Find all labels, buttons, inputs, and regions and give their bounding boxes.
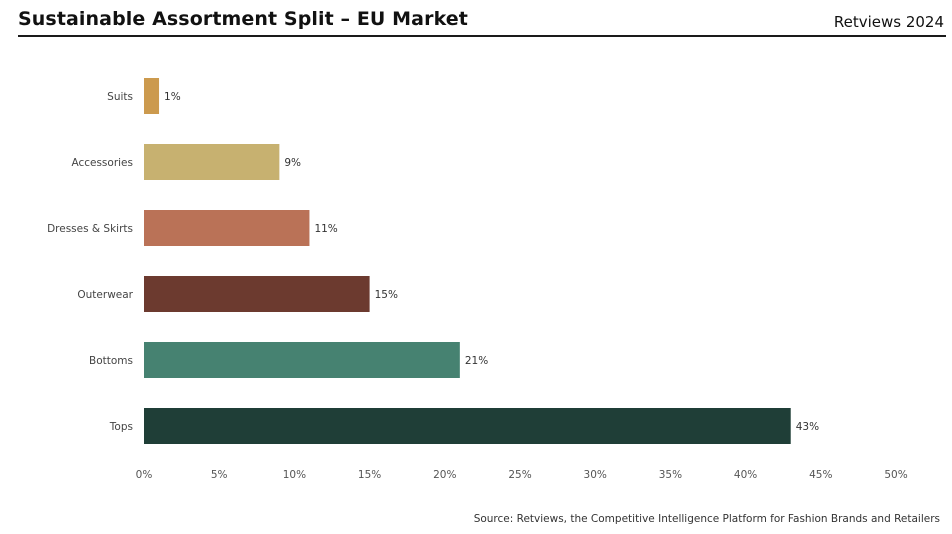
data-label: 9% (284, 157, 301, 169)
chart-title: Sustainable Assortment Split – EU Market (18, 8, 468, 30)
x-tick-label: 40% (734, 469, 757, 480)
source-note: Source: Retviews, the Competitive Intell… (473, 513, 940, 525)
category-label: Accessories (71, 157, 133, 169)
data-label: 43% (796, 421, 819, 433)
data-label: 11% (314, 223, 337, 235)
x-tick-label: 25% (508, 469, 531, 480)
brand-label: Retviews 2024 (833, 13, 944, 31)
x-tick-label: 20% (433, 469, 456, 480)
x-tick-label: 50% (884, 469, 907, 480)
x-tick-label: 0% (136, 469, 153, 480)
category-label: Bottoms (89, 355, 133, 367)
bar (144, 408, 791, 444)
chart-header: Sustainable Assortment Split – EU Market… (18, 0, 946, 37)
bar (144, 144, 280, 180)
bar (144, 78, 160, 114)
category-label: Tops (109, 421, 133, 433)
data-label: 15% (375, 289, 398, 301)
bar (144, 342, 460, 378)
bar (144, 210, 310, 246)
x-tick-label: 10% (283, 469, 306, 480)
category-label: Dresses & Skirts (47, 223, 133, 235)
x-tick-label: 45% (809, 469, 832, 480)
data-label: 1% (164, 91, 181, 103)
category-label: Outerwear (77, 289, 133, 301)
x-tick-label: 15% (358, 469, 381, 480)
bar-chart: Suits 1% Accessories 9% Dresses & Skirts 11% O… (47, 78, 908, 480)
x-tick-label: 35% (659, 469, 682, 480)
category-label: Suits (107, 91, 133, 103)
bar (144, 276, 370, 312)
x-tick-label: 30% (584, 469, 607, 480)
x-tick-label: 5% (211, 469, 228, 480)
data-label: 21% (465, 355, 488, 367)
